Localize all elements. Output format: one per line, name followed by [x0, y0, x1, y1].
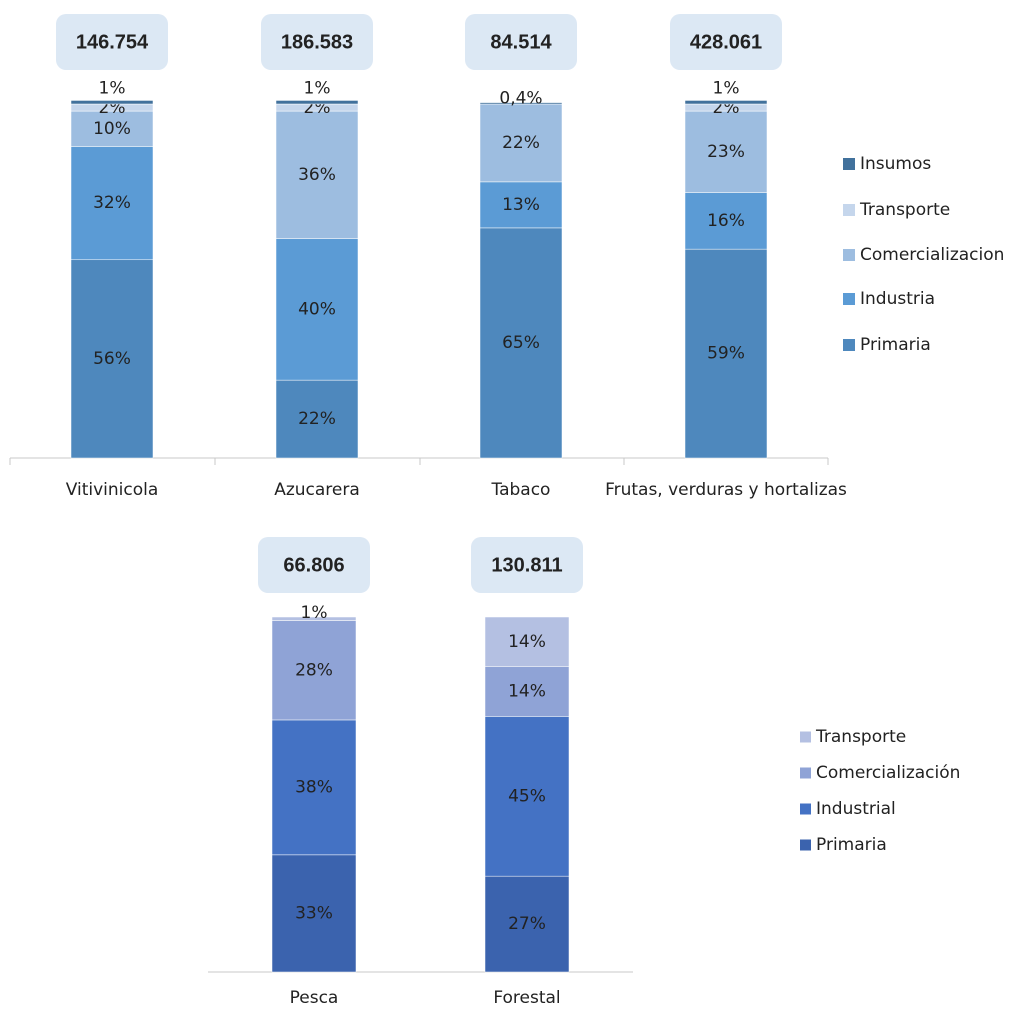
- bar-segment: [275, 379, 359, 459]
- bar-segment: [275, 110, 359, 239]
- legend-swatch: [800, 767, 811, 779]
- data-label: 56%: [93, 349, 131, 369]
- legend-swatch: [843, 339, 855, 351]
- total-label: 428.061: [690, 31, 762, 53]
- data-label: 1%: [99, 78, 126, 98]
- bar-segment: [484, 716, 570, 877]
- data-label: 13%: [502, 195, 540, 215]
- total-label: 84.514: [490, 31, 552, 53]
- bar-segment: [684, 110, 768, 193]
- category-label: Forestal: [493, 988, 560, 1008]
- total-box: [670, 14, 782, 70]
- legend-swatch: [843, 249, 855, 261]
- bar-segment: [479, 227, 563, 459]
- total-box: [56, 14, 168, 70]
- legend-label: Primaria: [860, 335, 931, 355]
- data-label: 36%: [298, 165, 336, 185]
- data-label: 27%: [508, 914, 546, 934]
- bar-segment: [271, 719, 357, 856]
- data-label: 1%: [304, 78, 331, 98]
- legend-label: Comercialización: [816, 763, 960, 783]
- data-label: 1%: [301, 603, 328, 623]
- category-label: Frutas, verduras y hortalizas: [605, 480, 847, 500]
- bar-segment: [271, 616, 357, 621]
- legend-label: Transporte: [815, 727, 906, 747]
- bar-segment: [684, 248, 768, 459]
- data-label: 45%: [508, 786, 546, 806]
- bar-segment: [484, 666, 570, 717]
- bar-segment: [479, 103, 563, 183]
- total-label: 66.806: [283, 554, 344, 576]
- legend-swatch: [843, 293, 855, 305]
- total-label: 146.754: [76, 31, 149, 53]
- data-label: 33%: [295, 903, 333, 923]
- bar-segment: [275, 100, 359, 105]
- legend-label: Transporte: [859, 200, 950, 220]
- legend-swatch: [800, 839, 811, 851]
- data-label: 14%: [508, 632, 546, 652]
- total-label: 186.583: [281, 31, 353, 53]
- data-label: 65%: [502, 333, 540, 353]
- bar-segment: [684, 100, 768, 105]
- legend-swatch: [843, 158, 855, 170]
- bar-segment: [70, 146, 154, 261]
- total-box: [465, 14, 577, 70]
- bar-segment: [484, 875, 570, 973]
- data-label: 0,4%: [499, 89, 542, 109]
- legend-label: Comercializacion: [860, 245, 1004, 265]
- total-label: 130.811: [491, 554, 562, 576]
- bar-segment: [70, 110, 154, 147]
- bar-segment: [271, 620, 357, 721]
- category-label: Pesca: [290, 988, 339, 1008]
- total-box: [258, 537, 370, 593]
- bar-segment: [275, 238, 359, 381]
- category-label: Vitivinicola: [66, 480, 159, 500]
- legend-label: Primaria: [816, 835, 887, 855]
- bar-segment: [484, 616, 570, 667]
- data-label: 1%: [713, 78, 740, 98]
- bar-segment: [479, 102, 563, 105]
- data-label: 32%: [93, 193, 131, 213]
- data-label: 22%: [502, 133, 540, 153]
- data-label: 14%: [508, 682, 546, 702]
- data-label: 16%: [707, 211, 745, 231]
- legend-swatch: [800, 803, 811, 815]
- category-label: Azucarera: [274, 480, 360, 500]
- bar-segment: [271, 854, 357, 973]
- data-label: 23%: [707, 142, 745, 162]
- total-box: [261, 14, 373, 70]
- data-label: 22%: [298, 409, 336, 429]
- legend-swatch: [843, 204, 855, 216]
- data-label: 59%: [707, 344, 745, 364]
- legend-label: Industrial: [816, 799, 896, 819]
- data-label: 38%: [295, 777, 333, 797]
- data-label: 10%: [93, 119, 131, 139]
- legend-swatch: [800, 731, 811, 743]
- category-label: Tabaco: [491, 480, 551, 500]
- data-label: 40%: [298, 299, 336, 319]
- bar-segment: [70, 259, 154, 459]
- data-label: 28%: [295, 660, 333, 680]
- bar-segment: [479, 181, 563, 229]
- bar-segment: [684, 192, 768, 250]
- legend-label: Insumos: [860, 154, 931, 174]
- bar-segment: [70, 100, 154, 105]
- legend-label: Industria: [860, 289, 935, 309]
- total-box: [471, 537, 583, 593]
